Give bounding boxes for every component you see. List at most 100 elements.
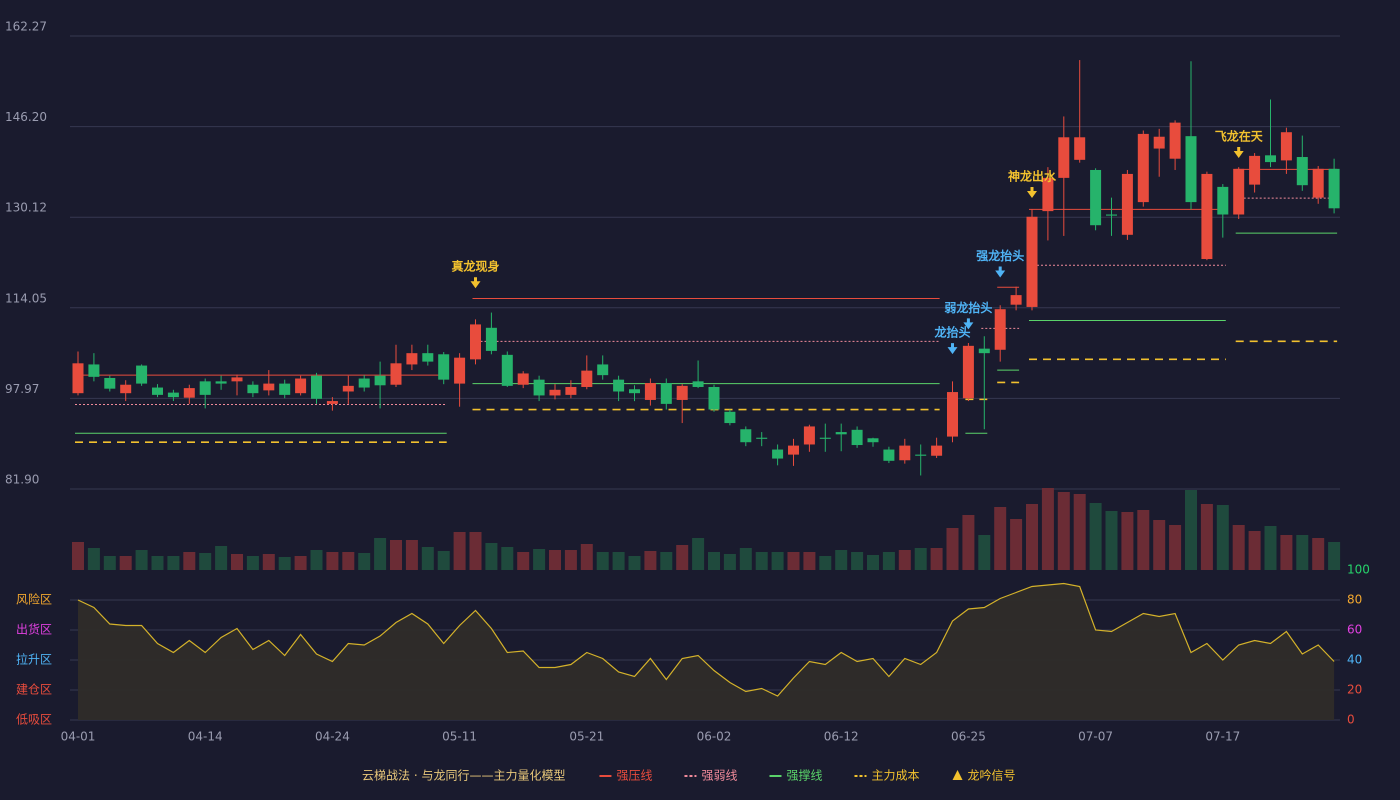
candle-body: [1185, 136, 1197, 203]
candle-body: [724, 411, 736, 424]
candle-body: [1201, 173, 1213, 260]
candle-body: [549, 389, 561, 396]
volume-bar: [167, 556, 180, 570]
legend-label: 强弱线: [701, 769, 737, 783]
candle-body: [1296, 157, 1308, 186]
y-tick-label: 162.27: [5, 20, 47, 34]
candle-body: [167, 392, 179, 398]
candle-body: [342, 385, 354, 392]
candle-body: [1137, 133, 1149, 203]
candle-body: [422, 353, 434, 362]
volume-bar: [421, 547, 434, 570]
volume-bar: [1026, 504, 1038, 570]
candle-body: [851, 429, 863, 446]
candle-body: [438, 354, 450, 380]
volume-bar: [994, 507, 1007, 570]
candle-body: [978, 348, 990, 354]
legend-swatch: [952, 770, 963, 780]
volume-bar: [215, 546, 228, 570]
osc-area: [78, 583, 1335, 720]
candle-body: [1328, 168, 1340, 209]
volume-bar: [867, 555, 879, 570]
volume-bar: [1137, 510, 1150, 570]
signal-arrow: [470, 277, 481, 289]
signal-label: 真龙现身: [451, 259, 499, 274]
volume-bar: [564, 550, 577, 570]
volume-bar: [755, 552, 768, 570]
candle-body: [183, 388, 195, 398]
signal-label: 飞龙在天: [1215, 129, 1264, 144]
volume-bar: [72, 542, 84, 570]
zone-label: 出货区: [16, 622, 52, 637]
volume-bar: [914, 548, 927, 570]
candle-body: [962, 345, 974, 399]
volume-bar: [819, 556, 832, 570]
candle-body: [581, 370, 593, 387]
volume-bar: [787, 552, 800, 570]
volume-bar: [501, 547, 514, 570]
volume-bar: [692, 538, 705, 570]
candle-body: [1233, 168, 1245, 215]
candle-body: [279, 383, 291, 395]
candle-body: [756, 437, 768, 439]
volume-bar: [1248, 531, 1261, 570]
osc-tick-label: 100: [1347, 563, 1370, 577]
candle-body: [72, 363, 84, 394]
signal-label: 神龙出水: [1008, 169, 1057, 184]
signal-arrow: [947, 343, 958, 355]
candle-body: [358, 378, 370, 388]
volume-bar: [739, 548, 752, 570]
volume-bar: [978, 535, 991, 570]
volume-bar: [803, 552, 816, 570]
legend-label: 强压线: [616, 769, 652, 783]
volume-bar: [1296, 535, 1309, 570]
volume-bar: [294, 556, 307, 570]
volume-bar: [453, 532, 466, 570]
volume-bar: [469, 532, 482, 570]
candle-body: [1280, 132, 1292, 161]
candle-body: [120, 384, 132, 394]
volume-bar: [199, 553, 212, 570]
signal-arrow: [1233, 147, 1244, 159]
volume-bar: [485, 543, 498, 570]
volume-bar: [835, 550, 848, 570]
volume-bar: [119, 556, 132, 570]
candle-body: [915, 454, 927, 456]
candle-body: [406, 353, 418, 365]
candle-body: [326, 401, 338, 404]
candle-body: [374, 375, 386, 386]
volume-bar: [278, 557, 291, 570]
candle-body: [247, 384, 259, 394]
volume-bar: [723, 554, 736, 570]
volume-bar: [1185, 490, 1197, 570]
volume-bar: [533, 549, 546, 570]
volume-bar: [405, 540, 418, 570]
osc-tick-label: 40: [1347, 653, 1362, 667]
candle-body: [1074, 137, 1086, 160]
y-tick-label: 114.05: [5, 291, 47, 305]
volume-bar: [549, 550, 561, 570]
candle-body: [629, 389, 640, 394]
zone-label: 低吸区: [16, 713, 52, 727]
candle-body: [1249, 155, 1261, 185]
volume-bar: [1010, 519, 1023, 570]
candle-body: [311, 375, 322, 399]
candle-body: [613, 379, 625, 392]
volume-bar: [374, 538, 387, 570]
volume-bar: [898, 550, 911, 570]
volume-bar: [1169, 525, 1182, 570]
volume-bar: [517, 552, 530, 570]
volume-bar: [596, 552, 609, 570]
candle-body: [1169, 122, 1181, 159]
signal-arrow: [963, 318, 974, 330]
volume-bar: [1153, 520, 1166, 570]
volume-bar: [246, 556, 259, 570]
candle-body: [1217, 186, 1229, 215]
candle-body: [899, 445, 911, 461]
candle-body: [1090, 169, 1102, 226]
zone-label: 拉升区: [16, 652, 52, 667]
volume-bar: [262, 554, 275, 570]
candle-body: [517, 373, 529, 385]
candle-body: [533, 379, 545, 396]
volume-bar: [1328, 542, 1341, 570]
